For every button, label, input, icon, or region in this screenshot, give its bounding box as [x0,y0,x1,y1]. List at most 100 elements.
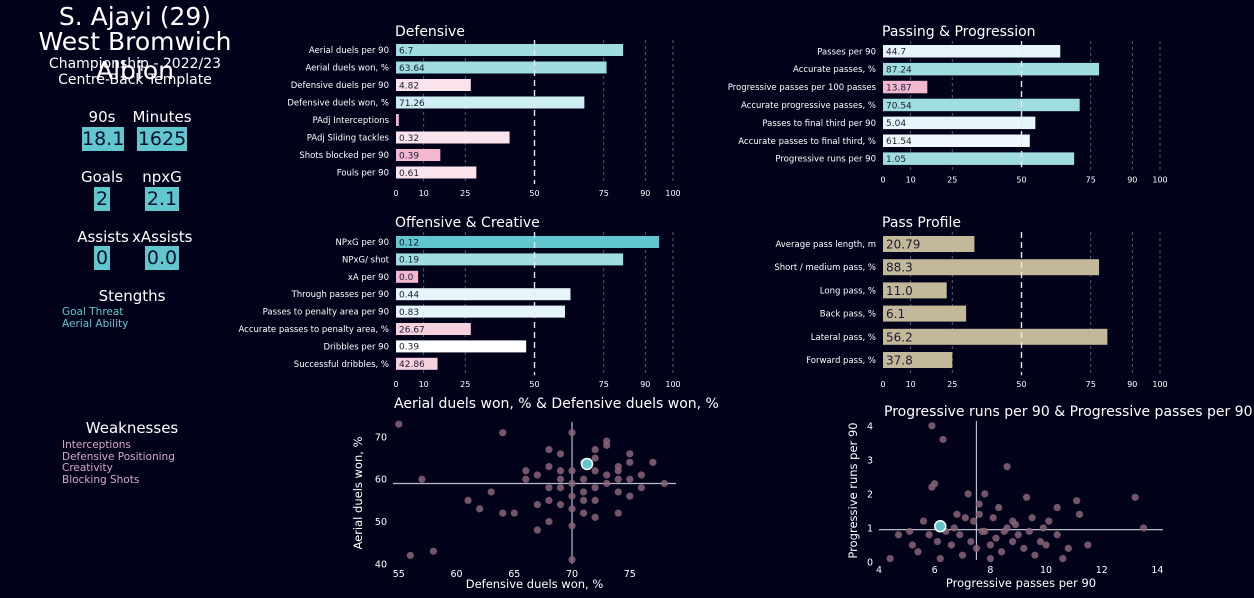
y-tick-label: 50 [375,517,387,528]
bar [883,259,1100,276]
scatter-point [894,531,903,539]
scatter-point [533,526,541,534]
category-label: Accurate passes to penalty area, % [238,325,389,335]
scatter-point [919,517,928,525]
scatter-point [545,484,553,492]
scatter-point [464,496,472,505]
scatter-point [545,462,553,471]
bar [396,61,607,74]
x-tick-label: 60 [450,569,462,580]
scatter-point [591,513,599,521]
stat-npxg-value: 2.1 [145,187,179,211]
stat-minutes-value: 1625 [137,127,187,151]
value-label: 6.1 [886,307,905,321]
scatter-point [1003,463,1011,471]
value-label: 0.83 [399,308,419,318]
scatter-point [1053,531,1061,539]
bar [883,98,1080,112]
scatter-point [986,541,994,549]
value-label: 42.86 [399,360,425,370]
scatter-point [591,446,599,454]
scatter-point [886,554,894,563]
y-axis-label: Progressive runs per 90 [846,422,860,558]
chart-title: Progressive runs per 90 & Progressive pa… [884,404,1252,420]
category-label: Defensive duels per 90 [291,81,389,91]
scatter-point [936,554,944,563]
bar [883,45,1061,58]
y-tick-label: 1 [867,523,873,534]
bar [396,270,419,283]
category-label: Passes per 90 [817,47,876,57]
scatter-point [1073,497,1081,505]
category-label: Successful dribbles, % [294,360,389,370]
bar [883,62,1100,76]
scatter-point [939,435,947,444]
x-tick-label: 75 [1086,380,1096,389]
scatter-point [1031,551,1039,559]
category-label: NPxG/ shot [342,255,390,265]
bar [396,149,441,161]
strengths-title: Stengths [98,287,166,305]
value-label: 0.39 [399,343,419,353]
scatter-point [568,556,576,564]
x-tick-label: 25 [460,189,470,198]
bar [396,305,565,318]
y-tick-label: 4 [867,421,873,432]
scatter-point [964,490,972,498]
competition: Championship - 2022/23 [48,56,222,72]
x-tick-label: 90 [640,380,650,389]
player-name: S. Ajayi (29) [58,2,212,31]
scatter-point [1075,510,1084,518]
x-tick-label: 0 [880,380,885,389]
x-tick-label: 100 [665,380,680,389]
value-label: 0.44 [399,291,419,301]
bar [396,44,624,56]
weakness-item: Blocking Shots [62,473,140,486]
category-label: Fouls per 90 [337,169,389,179]
scatter-point [626,450,634,458]
scatter-point [533,501,541,509]
x-tick-label: 12 [1096,565,1108,576]
scatter-point [1036,537,1045,546]
x-tick-label: 75 [624,569,636,580]
scatter-point [961,514,969,522]
x-axis-label: Progressive passes per 90 [946,576,1096,590]
scatter-point [906,527,914,535]
scatter-point [626,458,634,466]
scatter-point [487,488,495,496]
scatter-point [556,475,565,483]
stat-90s-label: 90s [88,108,116,126]
x-tick-label: 25 [947,175,957,184]
x-tick-label: 75 [1086,175,1096,184]
scatter-point [395,420,403,428]
scatter-point [522,475,530,483]
strength-item: Goal Threat [62,306,124,318]
scatter-point [579,496,588,505]
x-tick-label: 70 [566,569,578,580]
x-tick-label: 25 [947,380,957,389]
stat-goals-label: Goals [81,168,123,186]
scatter-point [950,524,958,532]
value-label: 1.05 [886,155,906,165]
y-tick-label: 2 [867,489,873,500]
bar [883,352,953,368]
stat-assists-label: Assists [77,228,129,246]
x-tick-label: 25 [460,380,470,389]
scatter-point [958,551,967,559]
scatter-point [997,548,1006,556]
bar [396,236,660,248]
scatter-point [1025,527,1033,535]
value-label: 0.12 [399,238,419,248]
bar [396,79,471,91]
scatter-point [972,544,981,552]
bar [396,166,477,179]
value-label: 88.3 [886,261,913,275]
scatter-point [614,475,622,483]
value-label: 0.61 [399,169,419,179]
value-label: 13.87 [886,83,912,93]
scatter-point [568,505,576,513]
weakness-item: Creativity [62,462,113,474]
value-label: 11.0 [886,284,913,298]
scatter-point [603,437,611,445]
scatter-point [1131,493,1139,501]
